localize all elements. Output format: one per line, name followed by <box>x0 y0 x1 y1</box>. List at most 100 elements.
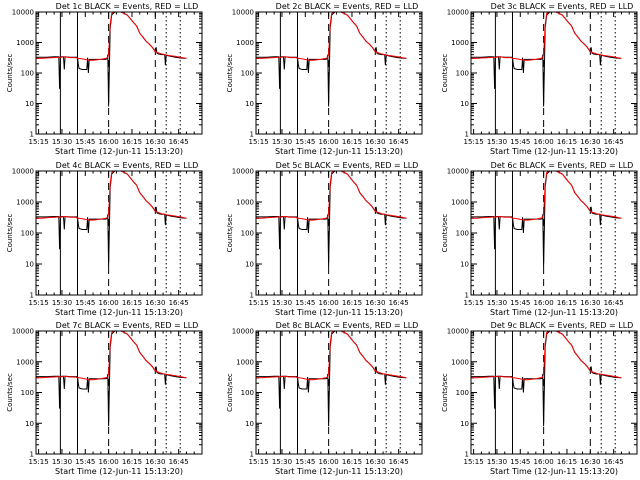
panel-6: Det 6c BLACK = Events, RED = LLD Counts/s… <box>441 161 638 317</box>
series-group <box>36 12 187 107</box>
x-tick-label: 15:45 <box>510 299 530 307</box>
x-tick-label: 15:30 <box>272 458 292 466</box>
y-axis-label: Counts/sec <box>226 373 234 412</box>
y-tick-label: 10 <box>460 100 469 108</box>
x-tick-label: 15:15 <box>249 458 269 466</box>
series-group <box>256 331 407 427</box>
panel-7: Det 7c BLACK = Events, RED = LLD Counts/s… <box>6 321 203 476</box>
x-axis-label: Start Time (12-Jun-11 15:13:20) <box>275 467 403 476</box>
y-tick-label: 1 <box>30 292 34 300</box>
plot-frame <box>35 330 203 455</box>
y-tick-label: 10 <box>460 420 469 428</box>
x-tick-label: 15:15 <box>464 138 484 146</box>
y-tick-label: 10 <box>245 420 254 428</box>
series-events-line <box>256 12 407 107</box>
y-tick-label: 10 <box>25 420 34 428</box>
plot-frame <box>35 170 203 296</box>
x-axis-label: Start Time (12-Jun-11 15:13:20) <box>55 147 183 156</box>
plot-frame <box>255 11 423 135</box>
x-tick-label: 16:30 <box>365 138 385 146</box>
x-tick-label: 16:30 <box>580 299 600 307</box>
x-tick-label: 15:30 <box>52 138 72 146</box>
panel-title: Det 2c BLACK = Events, RED = LLD <box>276 2 419 11</box>
x-tick-label: 16:00 <box>319 138 339 146</box>
x-axis-label: Start Time (12-Jun-11 15:13:20) <box>490 308 618 317</box>
x-tick-label: 15:30 <box>487 299 507 307</box>
y-tick-label: 1 <box>250 292 254 300</box>
x-tick-label: 15:45 <box>75 299 95 307</box>
panel-9: Det 9c BLACK = Events, RED = LLD Counts/s… <box>441 321 638 476</box>
y-tick-label: 10000 <box>12 328 34 336</box>
series-group <box>471 12 622 107</box>
y-tick-label: 10000 <box>232 168 254 176</box>
series-lld-line <box>36 12 187 61</box>
x-tick-label: 16:00 <box>534 138 554 146</box>
x-tick-label: 15:15 <box>29 299 49 307</box>
x-tick-label: 16:00 <box>319 299 339 307</box>
series-lld-line <box>471 171 622 221</box>
x-axis-label: Start Time (12-Jun-11 15:13:20) <box>55 308 183 317</box>
series-lld-line <box>256 331 407 381</box>
y-tick-label: 10000 <box>12 9 34 17</box>
y-tick-label: 1000 <box>451 39 469 47</box>
x-tick-label: 15:30 <box>272 138 292 146</box>
y-tick-label: 1 <box>465 451 469 459</box>
x-tick-label: 16:30 <box>580 138 600 146</box>
x-tick-label: 16:30 <box>365 299 385 307</box>
x-tick-label: 15:30 <box>487 138 507 146</box>
series-events-line <box>36 331 187 427</box>
x-tick-label: 16:00 <box>534 458 554 466</box>
y-tick-label: 1 <box>30 131 34 139</box>
x-tick-label: 16:15 <box>122 299 142 307</box>
series-lld-line <box>471 331 622 381</box>
x-axis-label: Start Time (12-Jun-11 15:13:20) <box>490 147 618 156</box>
y-tick-label: 100 <box>241 70 254 78</box>
panel-5: Det 5c BLACK = Events, RED = LLD Counts/s… <box>226 161 423 317</box>
plot-frame <box>255 170 423 296</box>
series-lld-line <box>36 331 187 381</box>
x-tick-label: 15:15 <box>464 458 484 466</box>
x-tick-label: 15:30 <box>272 299 292 307</box>
x-tick-label: 16:15 <box>122 458 142 466</box>
series-group <box>256 171 407 268</box>
x-tick-label: 15:45 <box>75 458 95 466</box>
x-tick-label: 16:30 <box>580 458 600 466</box>
y-axis-label: Counts/sec <box>6 214 14 253</box>
x-tick-label: 15:15 <box>249 138 269 146</box>
y-tick-label: 10000 <box>232 328 254 336</box>
y-tick-label: 1000 <box>451 358 469 366</box>
series-group <box>256 12 407 107</box>
x-tick-label: 15:45 <box>510 458 530 466</box>
x-tick-label: 16:15 <box>342 138 362 146</box>
x-tick-label: 15:30 <box>52 299 72 307</box>
y-tick-label: 100 <box>21 389 34 397</box>
panel-3: Det 3c BLACK = Events, RED = LLD Counts/s… <box>441 2 638 156</box>
y-tick-label: 1 <box>250 451 254 459</box>
y-tick-label: 100 <box>21 70 34 78</box>
y-axis-label: Counts/sec <box>441 373 449 412</box>
x-tick-label: 16:45 <box>389 299 409 307</box>
x-tick-label: 16:15 <box>342 299 362 307</box>
plot-frame <box>255 330 423 455</box>
x-tick-label: 16:15 <box>557 138 577 146</box>
series-group <box>471 331 622 427</box>
x-tick-label: 16:00 <box>534 299 554 307</box>
y-tick-label: 1000 <box>236 39 254 47</box>
panel-title: Det 9c BLACK = Events, RED = LLD <box>491 321 634 330</box>
y-axis-label: Counts/sec <box>226 54 234 93</box>
y-tick-label: 100 <box>456 389 469 397</box>
y-tick-label: 1 <box>250 131 254 139</box>
series-lld-line <box>471 12 622 61</box>
x-tick-label: 16:00 <box>99 138 119 146</box>
x-tick-label: 16:00 <box>99 458 119 466</box>
y-tick-label: 100 <box>241 230 254 238</box>
panel-4: Det 4c BLACK = Events, RED = LLD Counts/s… <box>6 161 203 317</box>
x-tick-label: 15:45 <box>295 138 315 146</box>
x-tick-label: 15:45 <box>295 458 315 466</box>
x-tick-label: 15:45 <box>510 138 530 146</box>
y-tick-label: 10 <box>460 261 469 269</box>
x-tick-label: 16:45 <box>169 458 189 466</box>
y-tick-label: 1000 <box>16 358 34 366</box>
y-tick-label: 100 <box>456 230 469 238</box>
